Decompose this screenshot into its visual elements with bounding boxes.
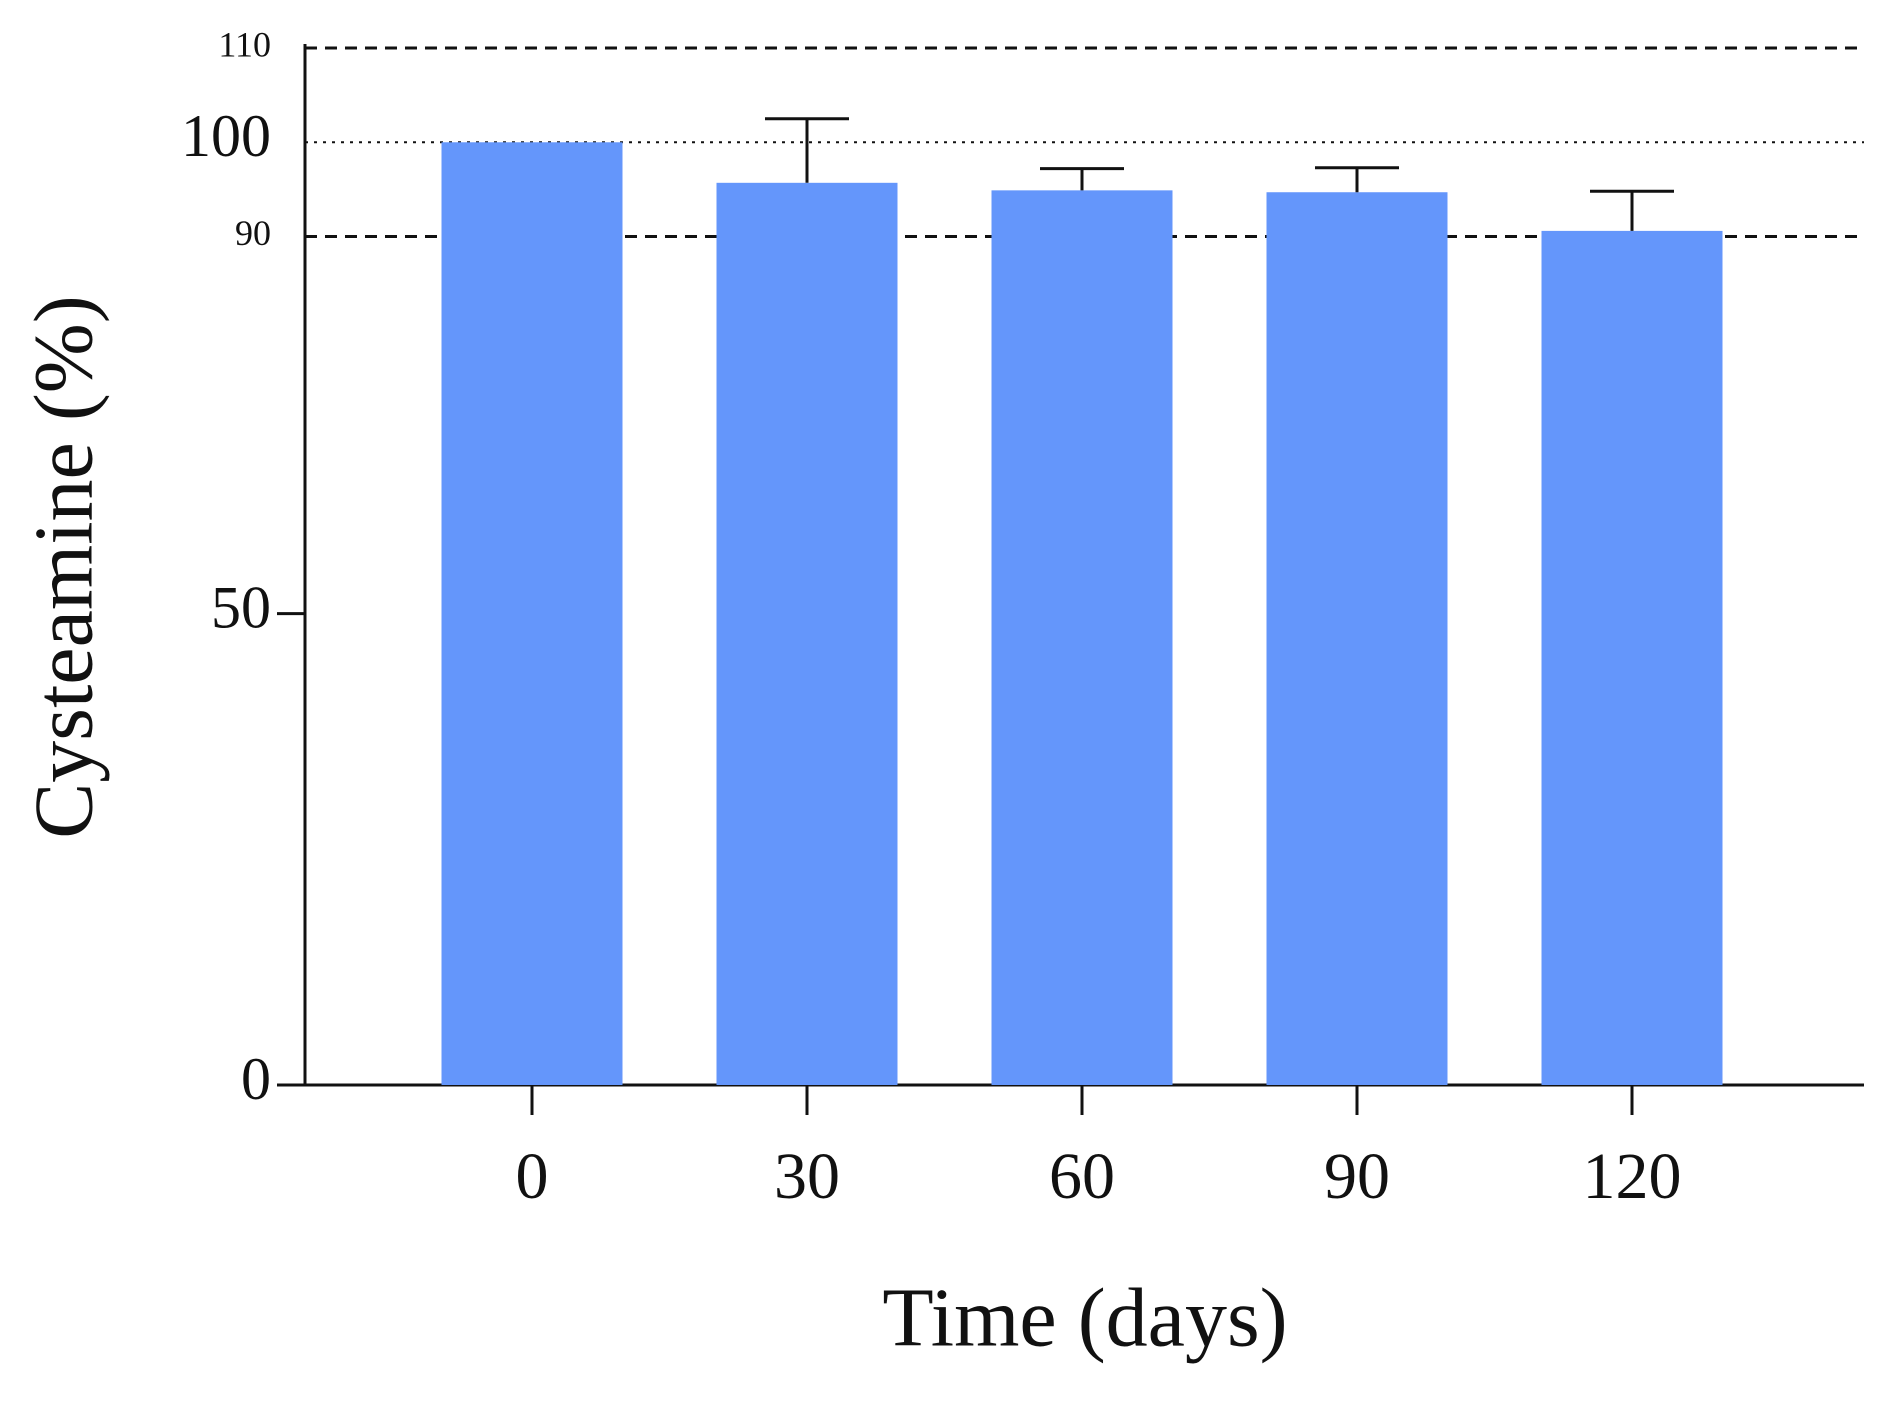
y-tick-label: 100 bbox=[181, 103, 271, 169]
error-bar bbox=[1590, 189, 1674, 231]
bar bbox=[716, 182, 898, 1085]
x-tick-label: 90 bbox=[1324, 1140, 1390, 1213]
bar bbox=[991, 190, 1173, 1086]
error-bar bbox=[1040, 167, 1124, 191]
x-tick-label: 120 bbox=[1583, 1140, 1682, 1213]
error-bar bbox=[1315, 166, 1399, 193]
bar bbox=[1266, 192, 1448, 1085]
bar bbox=[1541, 230, 1723, 1085]
y-tick-label: 0 bbox=[241, 1046, 271, 1112]
y-axis-label: Cysteamine (%) bbox=[17, 295, 110, 839]
y-tick-label: 50 bbox=[211, 574, 271, 640]
bar bbox=[441, 142, 623, 1086]
y-tick-label: 90 bbox=[235, 213, 271, 253]
x-tick-label: 60 bbox=[1049, 1140, 1115, 1213]
error-bar bbox=[765, 117, 849, 183]
x-tick-label: 30 bbox=[774, 1140, 840, 1213]
y-tick-label: 110 bbox=[218, 24, 271, 64]
x-axis-label: Time (days) bbox=[882, 1271, 1287, 1364]
x-tick-label: 0 bbox=[516, 1140, 549, 1213]
